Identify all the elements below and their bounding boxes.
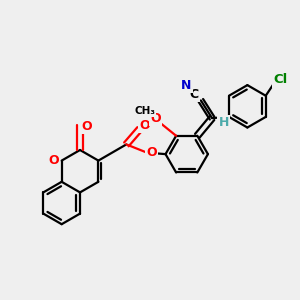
Text: O: O: [150, 112, 161, 124]
Text: O: O: [48, 154, 59, 167]
Text: H: H: [219, 116, 229, 129]
Text: CH₃: CH₃: [134, 106, 155, 116]
Text: O: O: [146, 146, 157, 159]
Text: O: O: [81, 120, 92, 133]
Text: N: N: [181, 79, 191, 92]
Text: C: C: [190, 88, 199, 101]
Text: Cl: Cl: [273, 73, 288, 86]
Text: O: O: [140, 119, 150, 132]
